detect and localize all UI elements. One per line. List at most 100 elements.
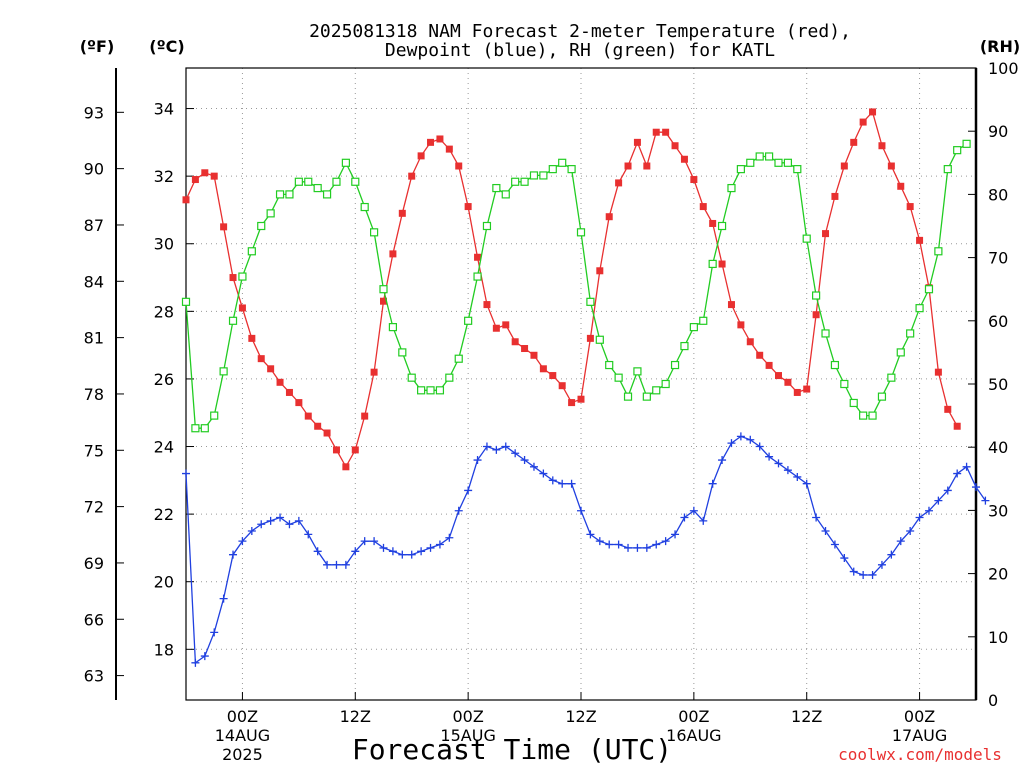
rh-point bbox=[934, 247, 943, 256]
dewpoint-point bbox=[953, 469, 962, 478]
rh-tick-label: 50 bbox=[988, 375, 1008, 394]
temperature-point bbox=[680, 155, 688, 163]
rh-line bbox=[185, 143, 967, 429]
dewpoint-point bbox=[680, 513, 689, 522]
rh-point bbox=[181, 297, 191, 306]
dewpoint-point bbox=[774, 459, 783, 468]
fahrenheit-tick-label: 63 bbox=[84, 667, 104, 686]
temperature-point bbox=[220, 223, 228, 231]
rh-point bbox=[360, 202, 369, 212]
temperature-point bbox=[267, 365, 275, 373]
rh-point bbox=[454, 354, 463, 363]
rh-point bbox=[661, 379, 670, 389]
celsius-unit-label: (ºC) bbox=[149, 37, 184, 56]
fahrenheit-tick-label: 66 bbox=[84, 610, 104, 629]
dewpoint-point bbox=[332, 560, 341, 569]
rh-tick-label: 30 bbox=[988, 501, 1008, 520]
time-tick-label: 00Z bbox=[678, 707, 709, 726]
temperature-point bbox=[314, 422, 322, 430]
rh-point bbox=[341, 158, 350, 167]
rh-point bbox=[764, 152, 774, 161]
rh-point bbox=[783, 158, 793, 167]
temperature-point bbox=[304, 412, 312, 420]
rh-point bbox=[492, 183, 501, 193]
temperature-point bbox=[916, 236, 924, 244]
temperature-point bbox=[380, 297, 387, 305]
rh-point bbox=[266, 209, 275, 218]
rh-tick-label: 40 bbox=[988, 438, 1008, 457]
rh-point bbox=[398, 348, 407, 357]
dewpoint-point bbox=[624, 543, 633, 552]
temperature-point bbox=[521, 345, 529, 353]
rh-tick-label: 0 bbox=[988, 691, 998, 710]
temperature-point bbox=[248, 334, 256, 342]
temperature-point bbox=[351, 446, 359, 454]
rh-point bbox=[558, 158, 567, 167]
rh-point bbox=[689, 323, 698, 332]
dewpoint-point bbox=[388, 547, 397, 556]
rh-point bbox=[275, 190, 285, 199]
rh-point bbox=[887, 373, 896, 382]
rh-point bbox=[219, 367, 228, 376]
temperature-point bbox=[709, 219, 717, 227]
rh-point bbox=[840, 379, 849, 389]
dewpoint-point bbox=[445, 533, 454, 542]
temperature-point bbox=[737, 321, 745, 329]
temperature-point bbox=[699, 203, 707, 211]
dewpoint-point bbox=[943, 486, 952, 495]
rh-point bbox=[379, 285, 388, 294]
rh-tick-label: 60 bbox=[988, 312, 1008, 331]
dewpoint-point bbox=[906, 527, 915, 536]
rh-point bbox=[511, 177, 520, 186]
rh-point bbox=[567, 165, 576, 174]
dewpoint-line bbox=[185, 435, 986, 665]
dewpoint-point bbox=[614, 540, 623, 549]
temperature-point bbox=[934, 368, 942, 376]
temperature-point bbox=[812, 311, 820, 319]
series-temperature bbox=[182, 108, 961, 471]
rh-point bbox=[257, 221, 266, 231]
rh-point bbox=[228, 316, 238, 325]
rh-point bbox=[388, 323, 398, 332]
rh-point bbox=[652, 386, 661, 395]
temperature-point bbox=[295, 399, 303, 407]
rh-unit-label: (RH) bbox=[980, 37, 1020, 56]
temperature-point bbox=[201, 169, 209, 177]
series-dewpoint bbox=[182, 432, 990, 667]
rh-point bbox=[322, 190, 332, 199]
fahrenheit-tick-label: 81 bbox=[84, 329, 104, 348]
temperature-point bbox=[511, 338, 519, 346]
dewpoint-point bbox=[868, 570, 877, 579]
temperature-point bbox=[323, 429, 331, 437]
temperature-point bbox=[869, 108, 877, 116]
temperature-point bbox=[662, 128, 670, 136]
dewpoint-point bbox=[482, 442, 491, 451]
dewpoint-point bbox=[708, 479, 717, 488]
dewpoint-point bbox=[539, 469, 548, 478]
dewpoint-point bbox=[671, 530, 680, 539]
dewpoint-point bbox=[313, 547, 322, 556]
temperature-point bbox=[238, 304, 246, 312]
celsius-tick-label: 32 bbox=[154, 167, 174, 186]
dewpoint-point bbox=[200, 652, 209, 661]
rh-point bbox=[906, 329, 915, 338]
rh-point bbox=[247, 247, 256, 256]
temperature-point bbox=[690, 176, 698, 184]
dewpoint-point bbox=[633, 543, 642, 552]
dewpoint-point bbox=[877, 560, 886, 569]
dewpoint-point bbox=[783, 466, 792, 475]
temperature-point bbox=[718, 260, 726, 268]
dewpoint-point bbox=[285, 520, 294, 529]
temperature-point bbox=[953, 422, 961, 430]
dewpoint-point bbox=[247, 527, 256, 536]
dewpoint-point bbox=[840, 554, 849, 563]
dewpoint-point bbox=[492, 445, 501, 454]
rh-point bbox=[576, 228, 586, 237]
rh-point bbox=[586, 297, 595, 306]
grid bbox=[186, 68, 976, 700]
dewpoint-point bbox=[821, 527, 830, 536]
dewpoint-point bbox=[520, 456, 529, 465]
dewpoint-point bbox=[182, 469, 190, 478]
temperature-point bbox=[727, 301, 735, 309]
dewpoint-point bbox=[595, 537, 604, 546]
